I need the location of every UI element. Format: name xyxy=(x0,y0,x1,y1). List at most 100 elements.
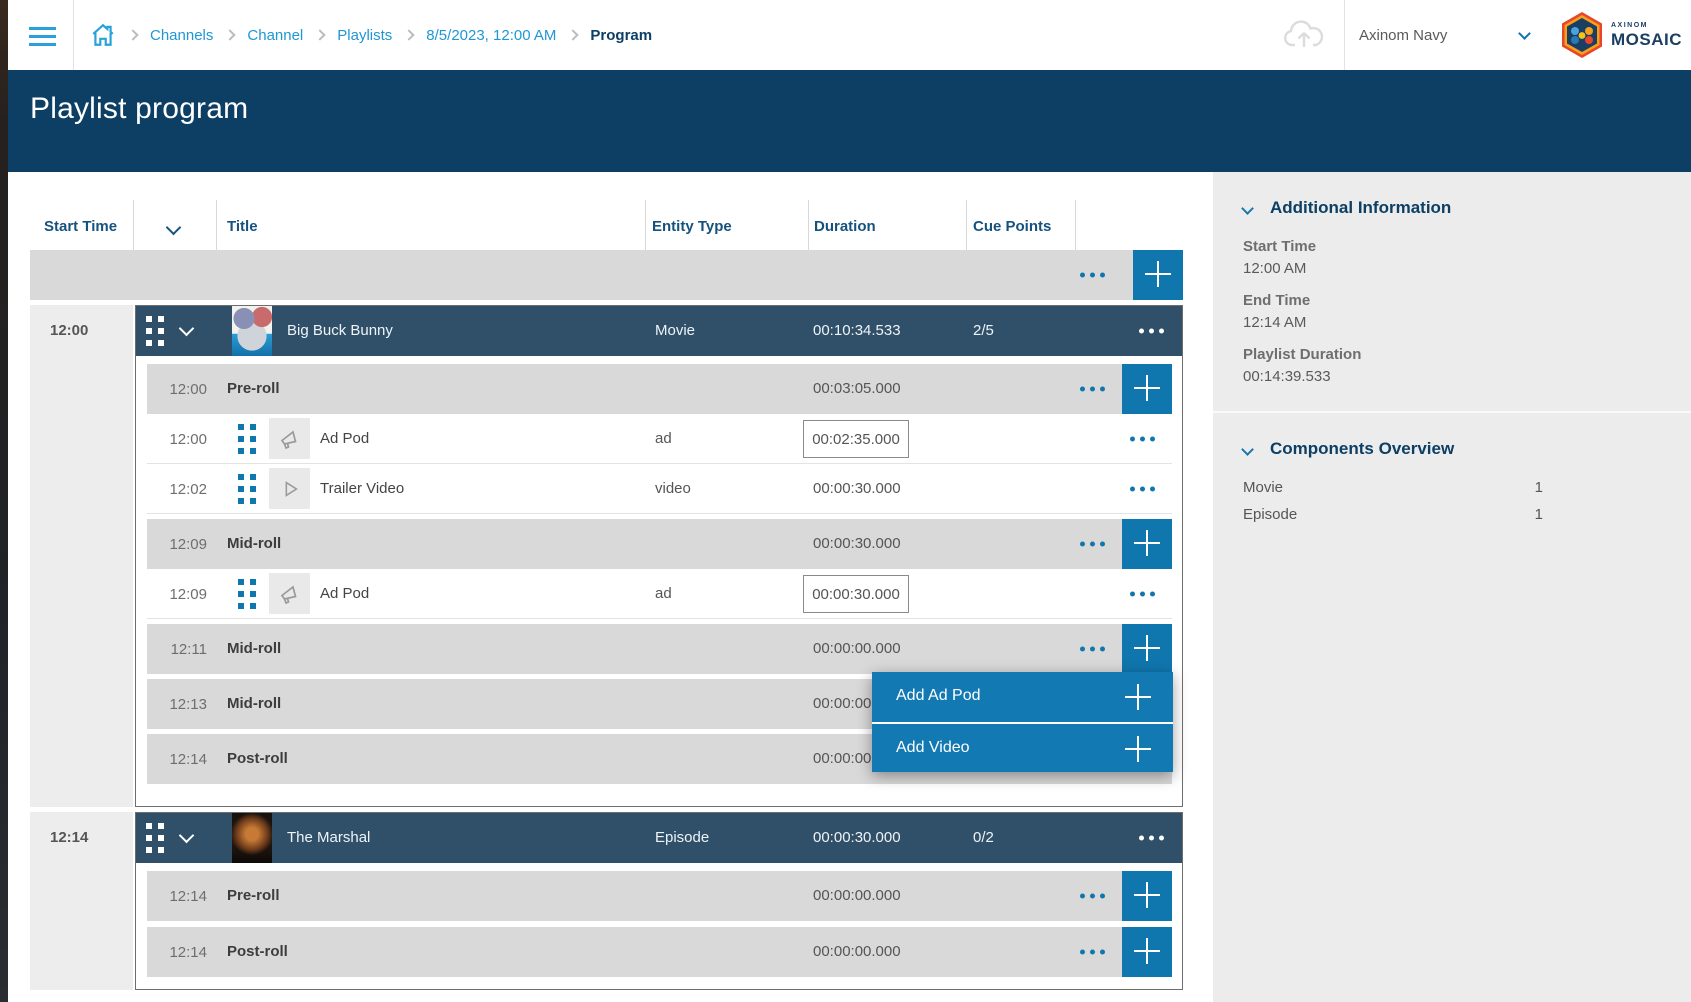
column-header-start-time[interactable]: Start Time xyxy=(44,218,118,235)
chevron-down-icon[interactable] xyxy=(178,827,195,844)
item-row-ad-pod: 12:00 Ad Pod ad xyxy=(147,414,1172,464)
breadcrumb-playlists[interactable]: Playlists xyxy=(337,26,393,44)
item-more-icon[interactable] xyxy=(1127,486,1157,491)
add-program-button[interactable] xyxy=(1133,250,1183,300)
column-header-title[interactable]: Title xyxy=(227,218,258,235)
home-icon[interactable] xyxy=(90,22,116,48)
add-program-row xyxy=(30,250,1183,300)
plus-icon xyxy=(1134,881,1160,908)
drag-handle-icon[interactable] xyxy=(238,424,256,454)
section-add-button[interactable] xyxy=(1122,519,1172,569)
drag-handle-icon[interactable] xyxy=(238,474,256,504)
program-duration: 00:00:30.000 xyxy=(813,829,901,846)
breadcrumb-channel[interactable]: Channel xyxy=(247,26,304,44)
breadcrumb-separator-icon xyxy=(224,29,237,41)
plus-icon xyxy=(1134,634,1160,661)
row-duration: 00:00:30.000 xyxy=(813,535,901,552)
cloud-upload-icon[interactable] xyxy=(1283,17,1327,58)
component-count: 1 xyxy=(1534,479,1543,496)
program-header-row[interactable]: The Marshal Episode 00:00:30.000 0/2 xyxy=(136,813,1182,863)
additional-information-header[interactable]: Additional Information xyxy=(1241,198,1661,218)
column-divider xyxy=(966,200,967,250)
row-time: 12:14 xyxy=(169,944,207,961)
topbar-divider xyxy=(73,0,74,70)
add-row-more-icon[interactable] xyxy=(1077,272,1107,278)
section-add-button[interactable] xyxy=(1122,871,1172,921)
row-duration: 00:00:00.000 xyxy=(813,887,901,904)
item-label: Trailer Video xyxy=(320,480,405,497)
drag-handle-icon[interactable] xyxy=(238,579,256,609)
field-start-time: Start Time 12:00 AM xyxy=(1243,238,1661,277)
components-overview-header[interactable]: Components Overview xyxy=(1241,439,1661,459)
program-cue-points: 2/5 xyxy=(973,322,994,339)
collapse-all-icon[interactable] xyxy=(165,219,182,236)
workspace-selector[interactable]: Axinom Navy xyxy=(1359,0,1531,70)
drag-handle-icon[interactable] xyxy=(146,823,164,853)
program-more-icon[interactable] xyxy=(1136,835,1166,841)
menu-item-add-video[interactable]: Add Video xyxy=(872,722,1173,772)
breadcrumb-playlist-date[interactable]: 8/5/2023, 12:00 AM xyxy=(426,26,557,44)
plus-icon xyxy=(1134,529,1160,556)
component-count-movie: Movie 1 xyxy=(1243,479,1543,496)
item-more-icon[interactable] xyxy=(1127,591,1157,596)
the-marshal-poster xyxy=(232,813,272,863)
plus-icon xyxy=(1125,736,1151,762)
program-header-row[interactable]: Big Buck Bunny Movie 00:10:34.533 2/5 xyxy=(136,306,1182,356)
duration-input[interactable] xyxy=(803,420,909,458)
program-the-marshal: 12:14 The Marshal Episode 00:00:30.000 0… xyxy=(30,812,1183,990)
menu-item-label: Add Ad Pod xyxy=(896,687,981,704)
chevron-down-icon xyxy=(1241,442,1254,456)
row-duration: 00:00:00.000 xyxy=(813,943,901,960)
program-container: The Marshal Episode 00:00:30.000 0/2 12:… xyxy=(135,812,1183,990)
breadcrumb-channels[interactable]: Channels xyxy=(150,26,214,44)
menu-icon[interactable] xyxy=(29,22,56,48)
drag-handle-icon[interactable] xyxy=(146,316,164,346)
row-duration: 00:00:30.000 xyxy=(813,480,901,497)
section-label: Post-roll xyxy=(227,943,288,960)
program-title: Big Buck Bunny xyxy=(287,322,393,339)
field-playlist-duration: Playlist Duration 00:14:39.533 xyxy=(1243,346,1661,385)
row-entity-type: ad xyxy=(655,430,672,447)
play-icon xyxy=(269,468,310,509)
page-title: Playlist program xyxy=(30,92,249,125)
section-more-icon[interactable] xyxy=(1077,893,1107,899)
column-header-entity-type[interactable]: Entity Type xyxy=(652,218,732,235)
row-time: 12:00 xyxy=(169,431,207,448)
row-time: 12:14 xyxy=(169,751,207,768)
program-more-icon[interactable] xyxy=(1136,328,1166,334)
big-buck-bunny-poster xyxy=(232,306,272,356)
row-time: 12:09 xyxy=(169,586,207,603)
column-divider xyxy=(1075,200,1076,250)
section-more-icon[interactable] xyxy=(1077,949,1107,955)
section-more-icon[interactable] xyxy=(1077,386,1107,392)
program-start-time: 12:00 xyxy=(50,322,89,339)
row-duration: 00:03:05.000 xyxy=(813,380,901,397)
section-more-icon[interactable] xyxy=(1077,646,1107,652)
chevron-down-icon xyxy=(1518,26,1531,40)
field-label: Playlist Duration xyxy=(1243,346,1362,363)
column-header-cue-points[interactable]: Cue Points xyxy=(973,218,1052,235)
playlist-table: Start Time Title Entity Type Duration Cu… xyxy=(0,172,1213,1002)
plus-icon xyxy=(1125,684,1151,710)
section-add-button[interactable] xyxy=(1122,927,1172,977)
field-end-time: End Time 12:14 AM xyxy=(1243,292,1661,331)
program-duration: 00:10:34.533 xyxy=(813,322,901,339)
add-menu-popup: Add Ad Pod Add Video xyxy=(872,672,1173,772)
workspace-label: Axinom Navy xyxy=(1359,26,1448,44)
chevron-down-icon[interactable] xyxy=(178,320,195,337)
section-add-button[interactable] xyxy=(1122,624,1172,674)
section-more-icon[interactable] xyxy=(1077,541,1107,547)
row-entity-type: ad xyxy=(655,585,672,602)
row-time: 12:11 xyxy=(170,641,207,658)
duration-input[interactable] xyxy=(803,575,909,613)
section-add-button[interactable] xyxy=(1122,364,1172,414)
component-label: Episode xyxy=(1243,506,1298,523)
program-subrows: 12:14 Pre-roll 00:00:00.000 12:14 Post-r… xyxy=(136,863,1182,977)
column-header-duration[interactable]: Duration xyxy=(814,218,876,235)
megaphone-icon xyxy=(269,418,310,459)
logo-text-axinom: AXINOM xyxy=(1611,22,1648,29)
item-more-icon[interactable] xyxy=(1127,436,1157,441)
menu-item-add-ad-pod[interactable]: Add Ad Pod xyxy=(872,672,1173,722)
row-duration: 00:00:00.000 xyxy=(813,640,901,657)
row-time: 12:13 xyxy=(169,696,207,713)
